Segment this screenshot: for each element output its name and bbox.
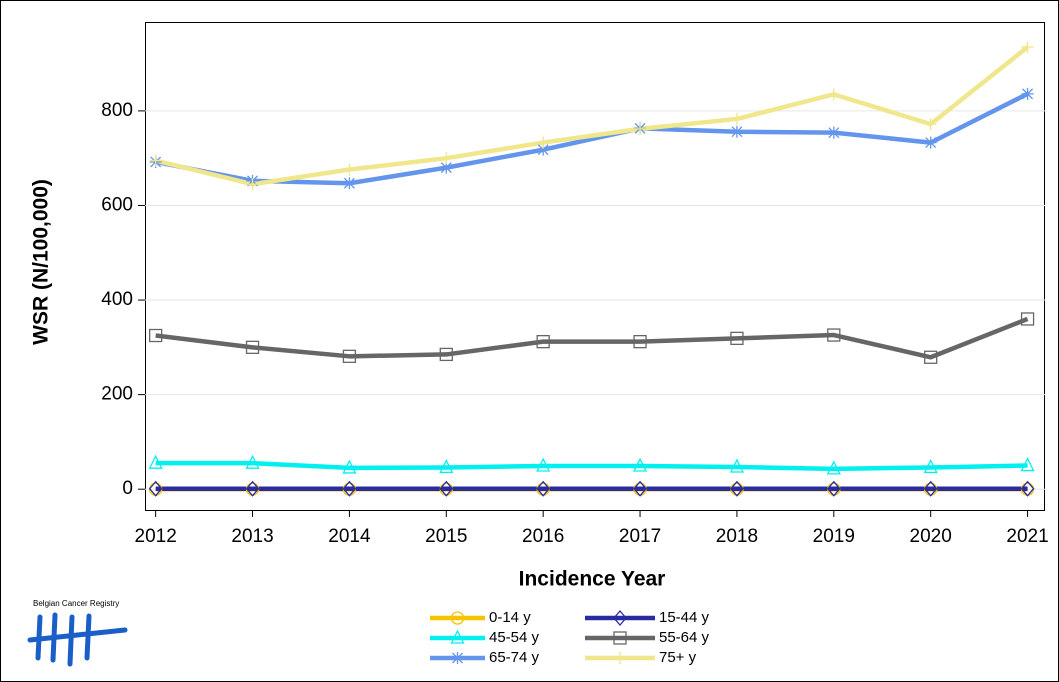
x-axis-title: Incidence Year: [519, 568, 666, 591]
marker: [245, 480, 260, 497]
marker: [730, 331, 744, 345]
legend-label: 75+ y: [659, 649, 697, 666]
marker: [632, 457, 648, 472]
marker: [149, 154, 162, 167]
marker: [537, 143, 550, 156]
marker: [439, 458, 454, 474]
x-tick-label: 2019: [813, 526, 855, 547]
marker: [245, 340, 260, 354]
y-tick-label: 0: [122, 478, 133, 499]
marker: [536, 335, 550, 349]
marker: [730, 480, 744, 497]
x-tick-label: 2014: [328, 526, 371, 547]
series-line: [155, 91, 1029, 186]
y-tick-label: 200: [101, 384, 133, 405]
y-tick-label: 600: [101, 194, 133, 215]
marker: [1021, 41, 1034, 54]
marker: [342, 480, 357, 497]
y-axis-title: WSR (N/100,000): [30, 179, 53, 345]
marker: [342, 349, 357, 363]
x-tick-label: 2021: [1006, 526, 1048, 547]
marker: [148, 480, 163, 497]
x-tick-label: 2017: [619, 526, 661, 547]
marker: [439, 480, 454, 497]
x-tick-label: 2015: [425, 526, 467, 547]
marker: [730, 112, 743, 125]
marker: [537, 136, 550, 149]
legend-label: 55-64 y: [659, 629, 710, 646]
y-tick-label: 800: [101, 100, 133, 121]
marker: [634, 122, 647, 135]
series-line: [155, 45, 1029, 187]
x-tick-label: 2016: [522, 526, 564, 547]
plot-frame: [145, 22, 1045, 511]
marker: [1020, 457, 1035, 472]
marker: [924, 136, 937, 149]
marker: [827, 88, 840, 101]
marker: [342, 459, 357, 474]
logo-text: Belgian Cancer Registry: [33, 599, 119, 608]
series-line: [155, 460, 1028, 472]
marker: [827, 328, 841, 342]
legend-label: 0-14 y: [489, 609, 531, 626]
marker: [923, 480, 938, 497]
x-tick-label: 2020: [910, 526, 952, 547]
marker: [924, 118, 937, 131]
legend-label: 65-74 y: [489, 649, 540, 666]
marker: [343, 177, 356, 190]
marker: [451, 652, 464, 664]
marker: [730, 125, 743, 138]
series-line: [155, 316, 1029, 360]
marker: [923, 458, 938, 474]
marker: [245, 454, 260, 469]
marker: [826, 460, 841, 475]
marker: [439, 347, 453, 362]
marker: [440, 152, 453, 165]
marker: [633, 480, 647, 497]
marker: [826, 480, 841, 497]
marker: [246, 178, 259, 191]
marker: [613, 610, 627, 626]
x-tick-label: 2018: [716, 526, 758, 547]
marker: [536, 457, 551, 472]
x-tick-label: 2013: [231, 526, 273, 547]
marker: [440, 161, 453, 174]
marker: [613, 631, 627, 645]
marker: [1021, 87, 1034, 100]
marker: [1020, 480, 1035, 497]
legend-label: 15-44 y: [659, 609, 710, 626]
marker: [149, 328, 163, 343]
marker: [614, 652, 626, 664]
marker: [450, 629, 465, 644]
marker: [827, 126, 840, 139]
marker: [924, 350, 938, 364]
marker: [148, 454, 163, 469]
legend-label: 45-54 y: [489, 629, 540, 646]
marker: [729, 458, 744, 473]
logo-mark: [27, 612, 128, 667]
y-tick-label: 400: [101, 289, 133, 310]
marker: [633, 335, 647, 349]
marker: [536, 480, 551, 497]
marker: [1020, 312, 1035, 326]
marker: [450, 611, 465, 625]
x-tick-label: 2012: [135, 526, 177, 547]
marker: [343, 163, 356, 176]
